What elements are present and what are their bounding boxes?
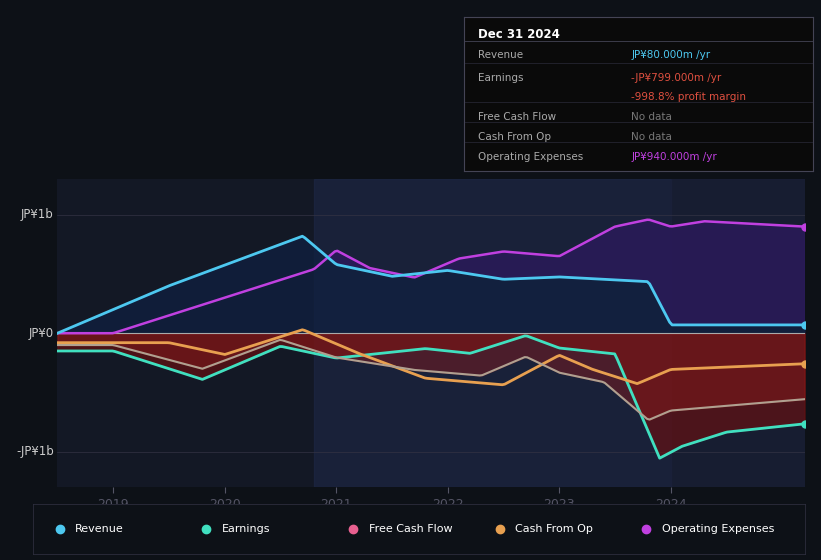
- Text: Revenue: Revenue: [76, 524, 124, 534]
- Bar: [671, 179, 805, 487]
- Text: Cash From Op: Cash From Op: [478, 132, 551, 142]
- Text: Dec 31 2024: Dec 31 2024: [478, 27, 560, 40]
- Text: -JP¥799.000m /yr: -JP¥799.000m /yr: [631, 73, 722, 83]
- Text: -JP¥1b: -JP¥1b: [16, 445, 53, 458]
- Text: Free Cash Flow: Free Cash Flow: [478, 112, 556, 122]
- Text: No data: No data: [631, 112, 672, 122]
- Text: Cash From Op: Cash From Op: [516, 524, 593, 534]
- Text: No data: No data: [631, 132, 672, 142]
- Text: Free Cash Flow: Free Cash Flow: [369, 524, 452, 534]
- Text: -998.8% profit margin: -998.8% profit margin: [631, 92, 746, 102]
- Text: Earnings: Earnings: [222, 524, 270, 534]
- Text: Operating Expenses: Operating Expenses: [478, 152, 583, 162]
- Text: JP¥0: JP¥0: [29, 326, 53, 340]
- Text: Revenue: Revenue: [478, 50, 523, 60]
- Text: JP¥80.000m /yr: JP¥80.000m /yr: [631, 50, 710, 60]
- Text: JP¥1b: JP¥1b: [21, 208, 53, 221]
- Bar: [314, 179, 671, 487]
- Text: Operating Expenses: Operating Expenses: [662, 524, 774, 534]
- Text: JP¥940.000m /yr: JP¥940.000m /yr: [631, 152, 717, 162]
- Text: Earnings: Earnings: [478, 73, 523, 83]
